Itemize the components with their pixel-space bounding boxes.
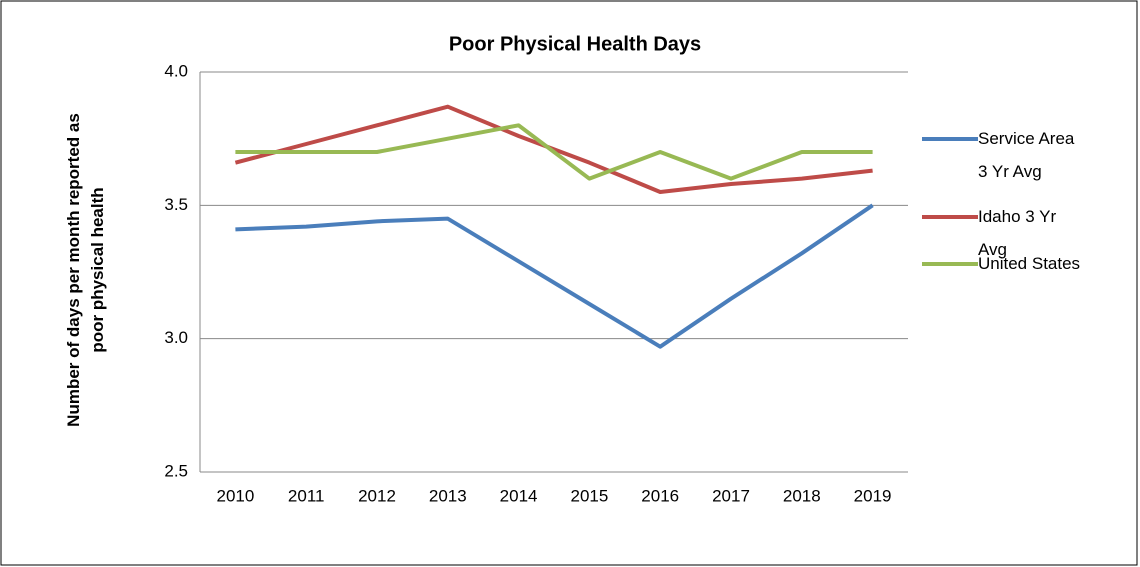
chart-title: Poor Physical Health Days [449, 33, 701, 55]
x-tick-label: 2012 [358, 486, 396, 505]
x-tick-label: 2017 [712, 486, 750, 505]
x-tick-label: 2018 [783, 486, 821, 505]
x-tick-label: 2016 [641, 486, 679, 505]
series-line [234, 104, 873, 194]
legend-marker [922, 215, 978, 219]
legend-entry: Service Area 3 Yr Avg [922, 122, 1088, 188]
y-tick-label: 2.5 [164, 461, 188, 480]
legend-marker [922, 137, 978, 141]
legend-entry: United States [922, 247, 1088, 280]
y-tick-label: 3.0 [164, 328, 188, 347]
legend-entry: Idaho 3 Yr Avg [922, 200, 1088, 266]
series-line [235, 123, 873, 181]
y-tick-label: 4.0 [164, 61, 188, 80]
legend-label: Idaho 3 Yr Avg [978, 207, 1057, 259]
legend-label: United States [978, 254, 1081, 273]
legend-label: Service Area 3 Yr Avg [978, 129, 1075, 181]
x-tick-label: 2015 [570, 486, 608, 505]
x-tick-label: 2010 [216, 486, 254, 505]
series-line [235, 203, 874, 349]
x-tick-label: 2011 [288, 486, 325, 505]
y-axis-label: Number of days per month reported as poo… [64, 113, 107, 427]
x-tick-label: 2019 [854, 486, 892, 505]
legend-marker [922, 262, 978, 266]
x-tick-label: 2014 [500, 486, 538, 505]
x-tick-label: 2013 [429, 486, 467, 505]
y-tick-label: 3.5 [164, 195, 188, 214]
